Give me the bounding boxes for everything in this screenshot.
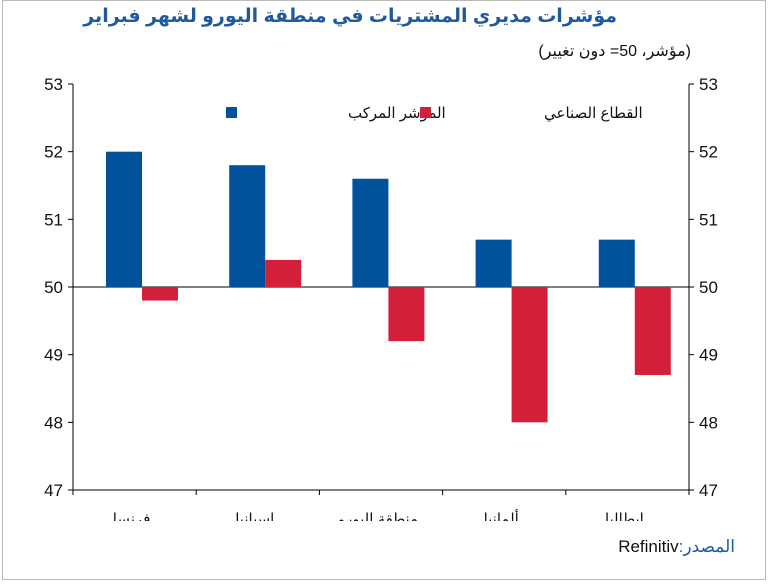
bar-composite: [598, 239, 635, 287]
y-tick-label-left: 49: [44, 346, 63, 365]
legend-swatch-composite: [226, 107, 237, 118]
legend-swatch-manufacturing: [420, 107, 431, 118]
y-tick-label-left: 52: [44, 143, 63, 162]
chart-subtitle: (مؤشر، 50= دون تغيير): [538, 43, 691, 60]
y-tick-label-right: 52: [699, 143, 718, 162]
legend-label-composite: المؤشر المركب: [348, 105, 446, 122]
bar-manufacturing: [511, 287, 548, 423]
x-tick-label: فرنسا: [113, 511, 151, 521]
y-tick-label-right: 51: [699, 210, 718, 229]
bar-manufacturing: [388, 287, 425, 342]
bar-chart: 47 47 48 48 49 49 50 50 51 51 52 52 53 53 فرنسا اسبانيا…: [44, 75, 718, 521]
y-tick-label-left: 51: [44, 210, 63, 229]
x-tick-label: ألمانيا: [484, 509, 519, 521]
bar-manufacturing: [142, 287, 178, 301]
y-tick-label-right: 50: [699, 278, 718, 297]
y-tick-label-right: 49: [699, 346, 718, 365]
y-tick-label-left: 50: [44, 278, 63, 297]
y-tick-label-left: 53: [44, 75, 63, 94]
bar-composite: [106, 151, 142, 287]
bar-composite: [229, 165, 266, 287]
legend-label-manufacturing: القطاع الصناعي: [544, 105, 643, 123]
chart-title: مؤشرات مديري المشتريات في منطقة اليورو ل…: [83, 6, 617, 27]
x-tick-label: إيطاليا: [605, 511, 644, 521]
source-value: Refinitiv: [618, 537, 679, 556]
bar-manufacturing: [265, 259, 302, 287]
bar-composite: [475, 239, 512, 287]
y-tick-label-left: 47: [44, 481, 63, 500]
y-tick-label-right: 53: [699, 75, 718, 94]
source-label: المصدر:: [678, 537, 735, 556]
y-tick-label-right: 47: [699, 481, 718, 500]
y-tick-label-left: 48: [44, 413, 63, 432]
y-tick-label-right: 48: [699, 413, 718, 432]
bar-manufacturing: [634, 287, 671, 375]
x-tick-label: اسبانيا: [235, 511, 274, 521]
source-note: المصدر:Refinitiv: [618, 537, 735, 557]
bar-composite: [352, 178, 389, 287]
x-tick-label: منطقة اليورو: [337, 511, 418, 521]
